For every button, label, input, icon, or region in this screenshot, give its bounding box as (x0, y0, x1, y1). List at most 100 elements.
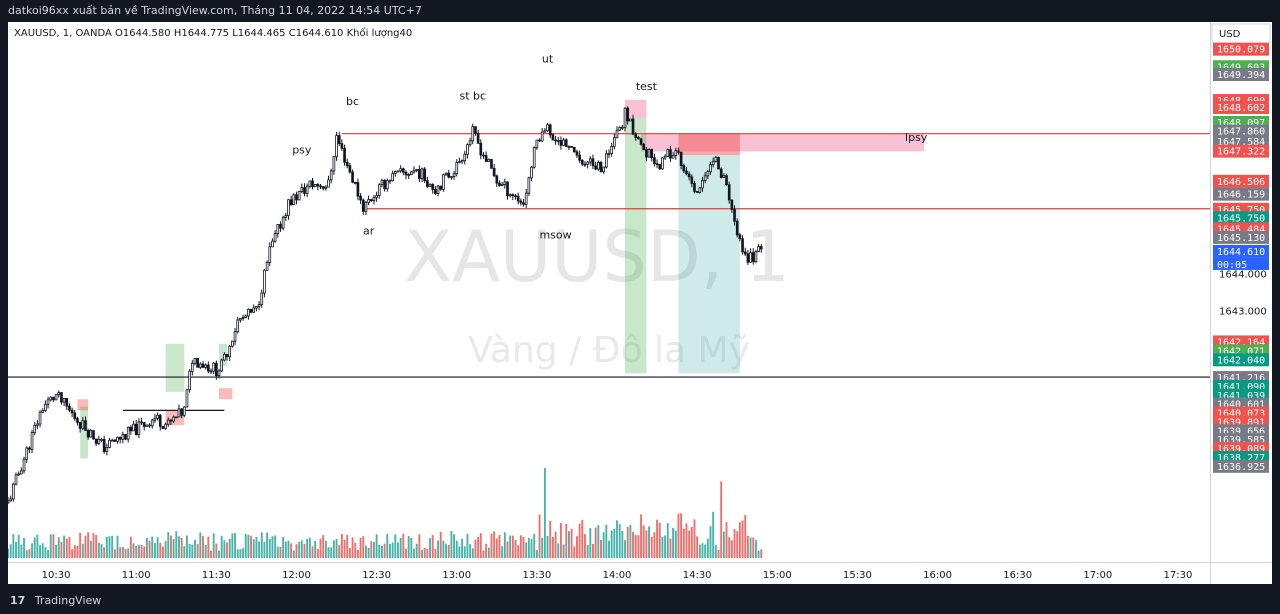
candle-body (78, 421, 82, 429)
volume-bar (656, 519, 659, 558)
price-tag-bg (1213, 174, 1269, 188)
legend-close: C1644.610 (288, 28, 344, 39)
candle-body (572, 147, 576, 153)
candle-body (610, 145, 614, 154)
price-tick-label: 1643.000 (1219, 306, 1267, 317)
volume-bar (589, 528, 592, 558)
volume-bar (228, 538, 231, 558)
candle-body (751, 252, 755, 262)
volume-bar (458, 546, 461, 558)
volume-bar (685, 523, 688, 558)
volume-bar (471, 548, 474, 558)
volume-bar (514, 540, 517, 558)
volume-bar (199, 532, 202, 558)
candle-body (615, 129, 619, 139)
candle-body (76, 418, 79, 423)
candle-body (431, 183, 435, 190)
volume-bar (570, 528, 573, 558)
candle-body (538, 139, 541, 142)
volume-bar (343, 540, 346, 558)
volume-bar (543, 468, 546, 558)
volume-bar (407, 536, 410, 558)
candle-body (276, 224, 280, 234)
volume-bar (356, 549, 359, 558)
candle-body (604, 153, 608, 168)
test-zone (625, 99, 647, 119)
candle-body (679, 151, 683, 167)
volume-bar (749, 537, 752, 558)
volume-bar (434, 548, 437, 558)
price-tag-bg (1213, 459, 1269, 473)
legend-symbol[interactable]: XAUUSD, 1, OANDA (14, 28, 112, 39)
volume-bar (445, 543, 447, 558)
candle-body (60, 392, 63, 403)
candle-body (548, 124, 552, 136)
annotation-label: ut (542, 53, 554, 66)
chart-pane[interactable]: XAUUSD, 1 Vàng / Đô la Mỹ psy bc st bc ut te… (8, 22, 1210, 562)
candle-body (442, 174, 445, 190)
volume-bar (624, 540, 626, 558)
candle-body (666, 149, 670, 157)
candle-body (311, 180, 314, 188)
candle-body (436, 185, 440, 194)
volume-bar (730, 540, 733, 558)
volume-bar (519, 535, 522, 558)
candle-body (92, 430, 95, 440)
candle-body (450, 176, 453, 178)
volume-bar (469, 544, 472, 558)
volume-bar (602, 532, 605, 558)
candle-body (650, 149, 654, 159)
candle-body (500, 183, 504, 187)
price-tag-label: 1649.394 (1217, 70, 1265, 81)
volume-bar (592, 544, 594, 558)
volume-bar (562, 544, 565, 558)
volume-bar (485, 543, 488, 558)
candle-body (514, 195, 517, 198)
candle-body (759, 246, 763, 250)
volume-bar (442, 540, 445, 558)
candle-body (476, 132, 480, 144)
volume-bar (586, 545, 589, 558)
volume-bar (573, 546, 576, 558)
candle-body (492, 167, 496, 177)
candle-body (743, 251, 747, 255)
volume-bar (84, 535, 87, 558)
candle-body (268, 246, 272, 263)
candle-body (420, 168, 424, 179)
volume-bar (340, 533, 343, 558)
volume-bar (87, 532, 90, 558)
price-axis[interactable]: USD 1650.0791649.6031649.3941648.6901648… (1210, 22, 1272, 562)
candle-body (281, 216, 285, 229)
volume-bar (15, 541, 17, 558)
volume-bar (426, 548, 429, 558)
candle-body (532, 147, 536, 168)
price-tag-label: 1649.603 (1217, 62, 1265, 73)
volume-bar (362, 536, 365, 558)
candle-body (335, 135, 338, 158)
candle-body (166, 419, 170, 425)
annotation-label: bc (346, 95, 359, 108)
time-tick-label: 14:00 (603, 570, 632, 581)
price-tag-label: 1647.860 (1217, 127, 1265, 138)
volume-bar (439, 531, 442, 558)
candle-body (695, 191, 699, 193)
time-tick-label: 12:30 (362, 570, 391, 581)
volume-bar (258, 541, 261, 558)
volume-bar (538, 514, 541, 558)
volume-bar (145, 538, 148, 558)
volume-bar (332, 540, 335, 558)
volume-bar (634, 535, 637, 558)
candle-body (613, 137, 616, 147)
candle-body (554, 139, 557, 142)
volume-bar (373, 542, 375, 558)
candle-body (733, 209, 736, 222)
time-axis[interactable]: 10:30 11:00 11:30 12:00 12:30 13:00 13:30 14:00… (8, 562, 1210, 584)
volume-bar (386, 533, 389, 558)
volume-bar (231, 533, 234, 558)
candle-body (444, 172, 448, 176)
price-tag-bg (1213, 353, 1269, 367)
candle-body (380, 179, 384, 186)
volume-bar (316, 548, 319, 558)
volume-bar (247, 534, 250, 558)
volume-bar (215, 543, 218, 558)
